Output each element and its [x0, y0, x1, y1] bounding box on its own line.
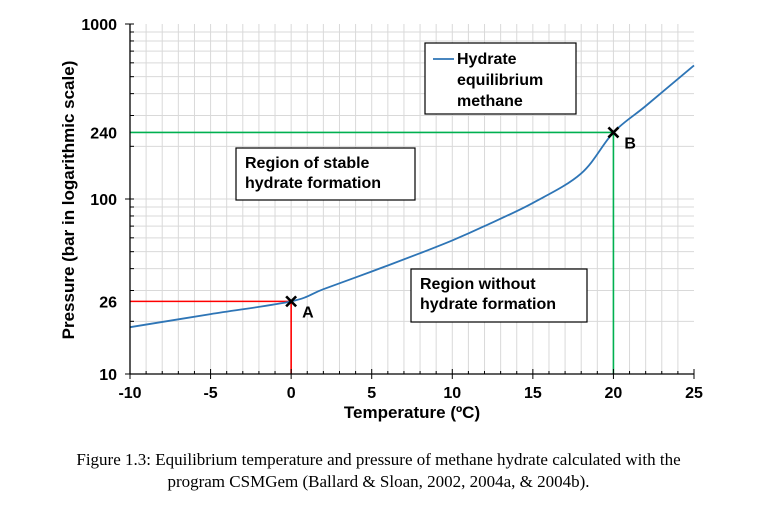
y-tick-label: 1000 [81, 17, 117, 34]
caption-line-2: program CSMGem (Ballard & Sloan, 2002, 2… [167, 472, 590, 491]
x-tick-label: -5 [203, 385, 217, 402]
x-tick-label: -10 [118, 385, 141, 402]
x-tick-label: 0 [287, 385, 296, 402]
annotation-text: Region without [420, 276, 536, 293]
tick-labels: -10 -5 0 5 10 15 20 25 10 26 100 240 1000 [81, 17, 703, 402]
x-tick-label: 20 [605, 385, 623, 402]
axes [125, 23, 695, 379]
marker-point-a [285, 295, 298, 308]
annotation-text: Region of stable [245, 155, 370, 172]
legend-box [424, 42, 577, 115]
y-tick-label: 26 [99, 294, 117, 311]
y-tick-label: 10 [99, 367, 117, 384]
marker-x-stroke [285, 295, 298, 308]
caption-line-1: Figure 1.3: Equilibrium temperature and … [76, 450, 681, 469]
legend: Hydrate equilibrium methane [424, 42, 577, 115]
annotation-box [235, 147, 416, 201]
x-tick-label: 25 [685, 385, 703, 402]
reference-lines [130, 131, 615, 374]
legend-label: methane [457, 93, 523, 110]
legend-label: Hydrate [457, 51, 517, 68]
marker-x-stroke [607, 126, 620, 139]
x-tick-label: 15 [524, 385, 542, 402]
y-axis-label: Pressure (bar in logarithmic scale) [59, 61, 78, 340]
y-tick-label: 240 [90, 125, 117, 142]
x-axis-label: Temperature (ºC) [344, 403, 480, 422]
marker-label-a: A [302, 304, 314, 321]
annotations: Region of stable hydrate formation Region … [235, 147, 588, 323]
x-tick-label: 5 [367, 385, 376, 402]
annotation-text: hydrate formation [245, 175, 381, 192]
x-tick-label: 10 [443, 385, 461, 402]
annotation-box [410, 268, 588, 323]
marker-label-b: B [624, 135, 636, 152]
figure-caption: Figure 1.3: Equilibrium temperature and … [0, 449, 757, 493]
marker-point-b [607, 126, 620, 139]
markers: AB [285, 126, 636, 321]
legend-label: equilibrium [457, 72, 543, 89]
y-tick-label: 100 [90, 192, 117, 209]
annotation-text: hydrate formation [420, 296, 556, 313]
